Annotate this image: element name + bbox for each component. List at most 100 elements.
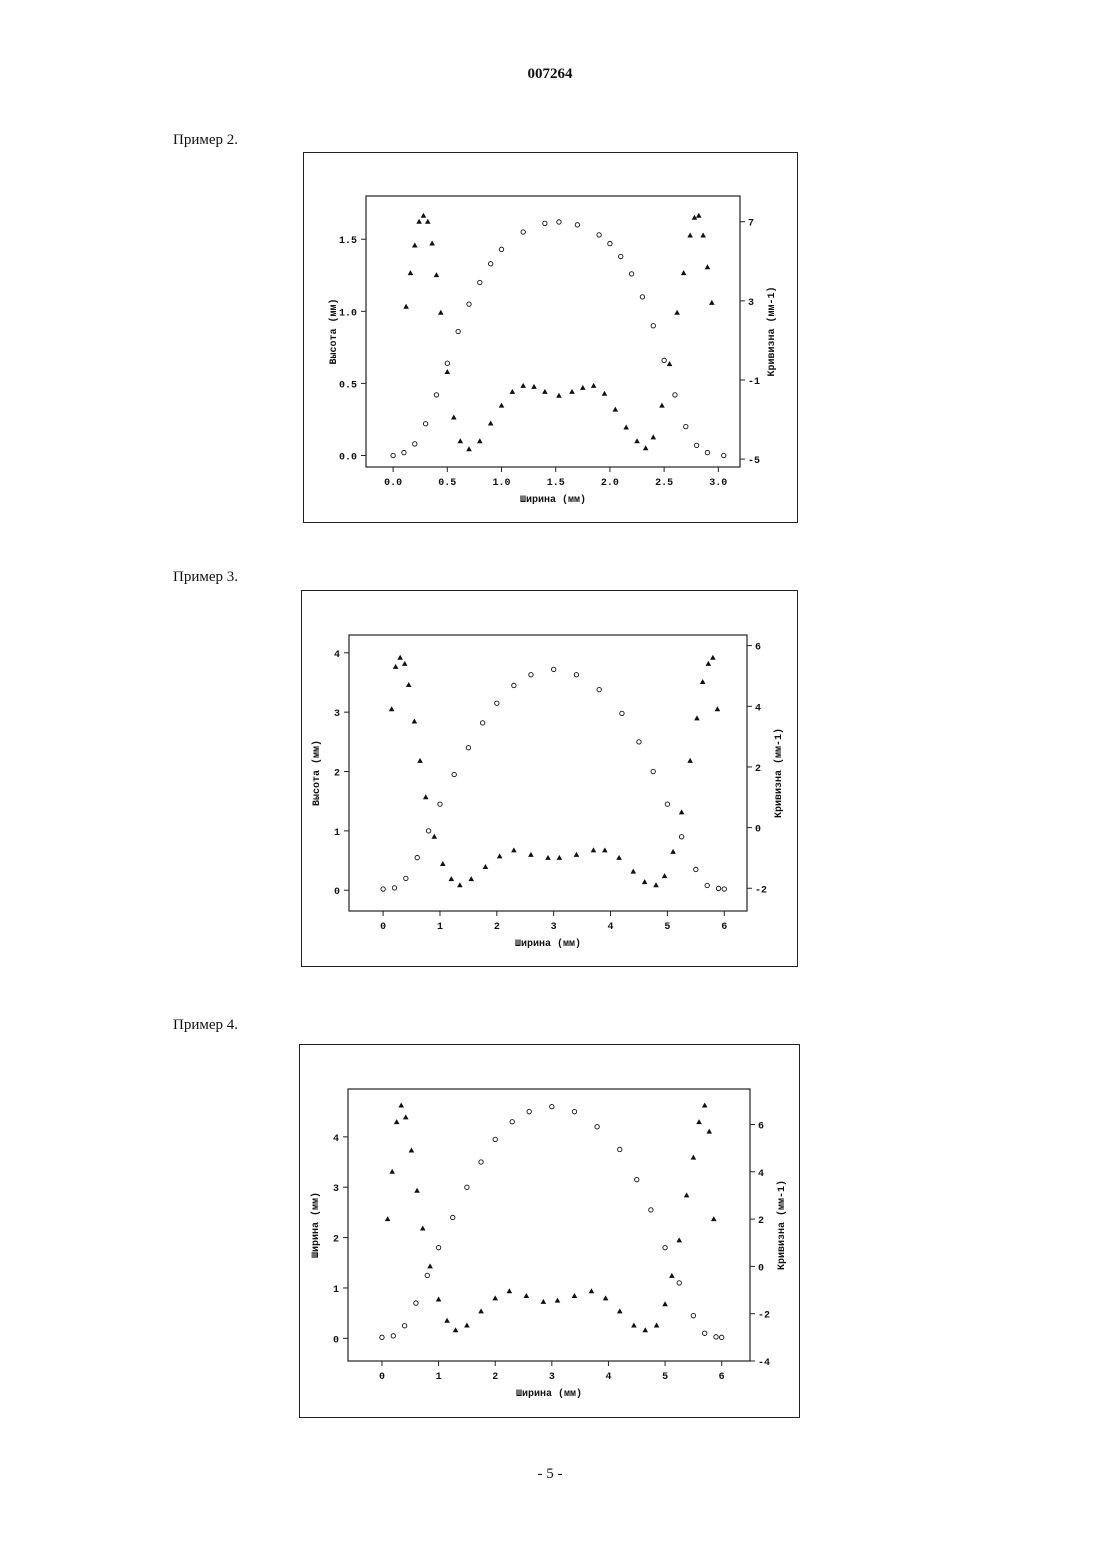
height-point [543, 221, 547, 225]
height-point [651, 769, 655, 773]
height-point [380, 1335, 384, 1339]
curvature-point [696, 213, 702, 218]
curvature-point [705, 264, 711, 269]
curvature-point [464, 1323, 470, 1328]
height-point [595, 1125, 599, 1129]
curvature-point [458, 438, 464, 443]
curvature-point [659, 403, 665, 408]
figure-frame-3: 012345601234-4-20246Ширина (мм)Ширина (м… [299, 1044, 800, 1418]
height-point [456, 329, 460, 333]
curvature-point [425, 219, 431, 224]
curvature-point [617, 1308, 623, 1313]
page-number: - 5 - [0, 1466, 1100, 1483]
height-point [404, 876, 408, 880]
y-tick-label: 0 [333, 1335, 339, 1346]
curvature-point [700, 233, 706, 238]
curvature-point [709, 300, 715, 305]
height-point [722, 887, 726, 891]
curvature-point [702, 1103, 708, 1108]
curvature-point [402, 661, 408, 666]
curvature-point [478, 1308, 484, 1313]
curvature-point [623, 424, 629, 429]
height-point [551, 667, 555, 671]
y2-axis-label: Кривизна (мм-1) [766, 286, 778, 376]
height-point [684, 424, 688, 428]
x-tick-label: 0.0 [384, 478, 402, 489]
y2-tick-label: -5 [748, 456, 760, 467]
height-point [434, 393, 438, 397]
curvature-point [711, 1216, 717, 1221]
curvature-point [436, 1297, 442, 1302]
curvature-point [574, 852, 580, 857]
example-label-3: Пример 3. [173, 569, 238, 586]
x-tick-label: 3 [551, 922, 557, 933]
height-point [619, 254, 623, 258]
height-point [479, 1160, 483, 1164]
y-tick-label: 2 [334, 769, 340, 780]
x-axis-label: Ширина (мм) [515, 938, 581, 950]
curvature-point [528, 852, 534, 857]
height-point [679, 835, 683, 839]
y-tick-label: 1.0 [339, 308, 357, 319]
x-tick-label: 6 [721, 922, 727, 933]
height-point [402, 1324, 406, 1328]
x-tick-label: 5 [664, 922, 670, 933]
height-point [512, 683, 516, 687]
curvature-point [710, 655, 716, 660]
y-tick-label: 4 [333, 1134, 339, 1145]
height-point [719, 1335, 723, 1339]
y-axis-label: Ширина (мм) [310, 1192, 322, 1258]
curvature-point [421, 213, 427, 218]
curvature-point [555, 1298, 561, 1303]
x-tick-label: 0 [379, 1372, 385, 1383]
x-tick-label: 4 [608, 922, 614, 933]
curvature-point [409, 1147, 415, 1152]
curvature-point [434, 272, 440, 277]
curvature-point [613, 407, 619, 412]
curvature-point [398, 1103, 404, 1108]
height-point [649, 1208, 653, 1212]
curvature-point [431, 834, 437, 839]
height-point [391, 1334, 395, 1338]
curvature-point [643, 445, 649, 450]
height-point [452, 772, 456, 776]
y-tick-label: 0.0 [339, 452, 357, 463]
curvature-point [654, 1323, 660, 1328]
height-point [426, 829, 430, 833]
curvature-point [531, 384, 537, 389]
example-label-4: Пример 4. [173, 1017, 238, 1034]
curvature-point [466, 446, 472, 451]
document-number: 007264 [0, 66, 1100, 83]
chart-1: 0.00.51.01.52.02.53.00.00.51.01.5-5-137Ш… [304, 153, 799, 524]
chart-2: 012345601234-20246Ширина (мм)Высота (мм)… [302, 591, 799, 968]
curvature-point [542, 389, 548, 394]
x-tick-label: 1 [436, 1372, 442, 1383]
curvature-point [687, 758, 693, 763]
curvature-point [696, 1119, 702, 1124]
curvature-point [603, 1295, 609, 1300]
height-point [637, 740, 641, 744]
curvature-point [569, 389, 575, 394]
curvature-point [427, 1263, 433, 1268]
curvature-point [397, 655, 403, 660]
height-point [677, 1281, 681, 1285]
curvature-point [616, 855, 622, 860]
height-point [495, 701, 499, 705]
height-point [425, 1273, 429, 1277]
height-point [414, 1301, 418, 1305]
y2-tick-label: 0 [758, 1263, 764, 1274]
height-point [415, 855, 419, 859]
curvature-point [653, 882, 659, 887]
y-tick-label: 0 [334, 887, 340, 898]
curvature-point [412, 718, 418, 723]
curvature-point [662, 1301, 668, 1306]
x-tick-label: 0.5 [438, 478, 456, 489]
height-point [694, 443, 698, 447]
height-point [651, 324, 655, 328]
curvature-point [385, 1216, 391, 1221]
example-label-2: Пример 2. [173, 132, 238, 149]
curvature-point [679, 809, 685, 814]
curvature-point [602, 391, 608, 396]
height-point [597, 233, 601, 237]
curvature-point [389, 1169, 395, 1174]
